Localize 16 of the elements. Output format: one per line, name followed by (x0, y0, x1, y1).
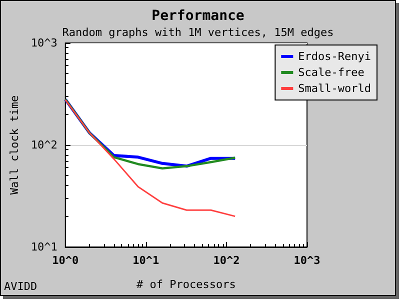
x-tick-label: 10^2 (213, 254, 240, 267)
x-tick-label: 10^3 (294, 254, 320, 267)
x-axis-title: # of Processors (136, 278, 236, 291)
legend-label: Small-world (298, 82, 372, 95)
line-series (64, 99, 236, 218)
y-tick-label: 10^1 (30, 240, 58, 254)
chart-title: Performance (152, 8, 244, 24)
y-tick-label: 10^2 (30, 138, 58, 152)
legend-label: Erdos-Renyi (298, 50, 372, 63)
legend-label: Scale-free (298, 66, 364, 79)
y-tick-label: 10^3 (30, 36, 58, 50)
chart-subtitle: Random graphs with 1M vertices, 15M edges (62, 26, 334, 39)
text: AVIDD (4, 280, 38, 293)
x-tick-label: 10^0 (52, 254, 79, 267)
x-tick-label: 10^1 (132, 254, 160, 267)
y-axis-title: Wall clock time (8, 95, 21, 195)
